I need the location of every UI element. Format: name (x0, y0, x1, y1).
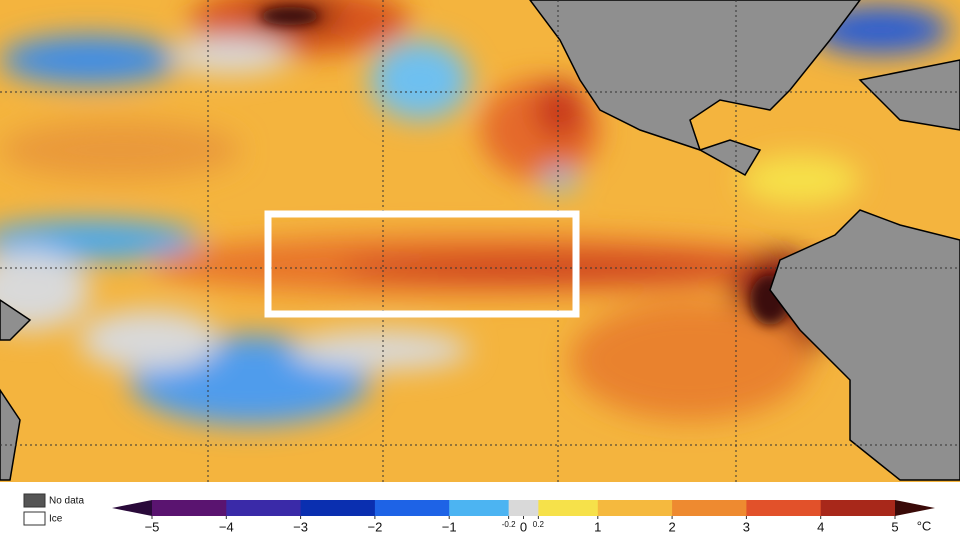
colorbar-band (746, 500, 822, 516)
colorbar-tick-label: −1 (442, 519, 457, 534)
colorbar-band (152, 500, 227, 516)
colorbar-tick-label: -0.2 (502, 520, 516, 529)
colorbar-tick-label: 1 (594, 519, 601, 534)
colorbar-band (597, 500, 673, 516)
sst-map (0, 0, 960, 482)
colorbar-tick-label: 4 (817, 519, 824, 534)
nino-box (264, 210, 580, 318)
legend-label: Ice (49, 514, 63, 525)
colorbar-unit: °C (917, 518, 932, 533)
colorbar-band (672, 500, 747, 516)
colorbar-tick-label: −3 (293, 519, 308, 534)
legend-swatch (23, 511, 46, 526)
colorbar-under (112, 500, 152, 516)
colorbar-tick-label: 5 (891, 519, 898, 534)
colorbar-tick-label: 3 (743, 519, 750, 534)
colorbar-tick-label: −2 (367, 519, 382, 534)
land (0, 0, 960, 481)
colorbar-band (508, 500, 524, 516)
legend-swatch (23, 493, 46, 508)
colorbar: −5 −4 −3 −2 −1 -0.2 0 0.2 1 2 3 4 5 °C (112, 500, 935, 534)
colorbar-band (226, 500, 302, 516)
colorbar-tick-label: 0 (520, 519, 527, 534)
colorbar-band (374, 500, 450, 516)
colorbar-tick-label: −5 (145, 519, 160, 534)
legend-label: No data (49, 496, 84, 507)
graticule (0, 0, 960, 482)
colorbar-band (523, 500, 539, 516)
colorbar-band (449, 500, 510, 516)
colorbar-tick-label: −4 (219, 519, 234, 534)
colorbar-over (895, 500, 935, 516)
colorbar-band (820, 500, 896, 516)
colorbar-band (538, 500, 599, 516)
colorbar-tick-label: 2 (668, 519, 675, 534)
colorbar-band (300, 500, 376, 516)
legend: No data Ice (23, 493, 84, 526)
colorbar-tick-label: 0.2 (533, 520, 545, 529)
